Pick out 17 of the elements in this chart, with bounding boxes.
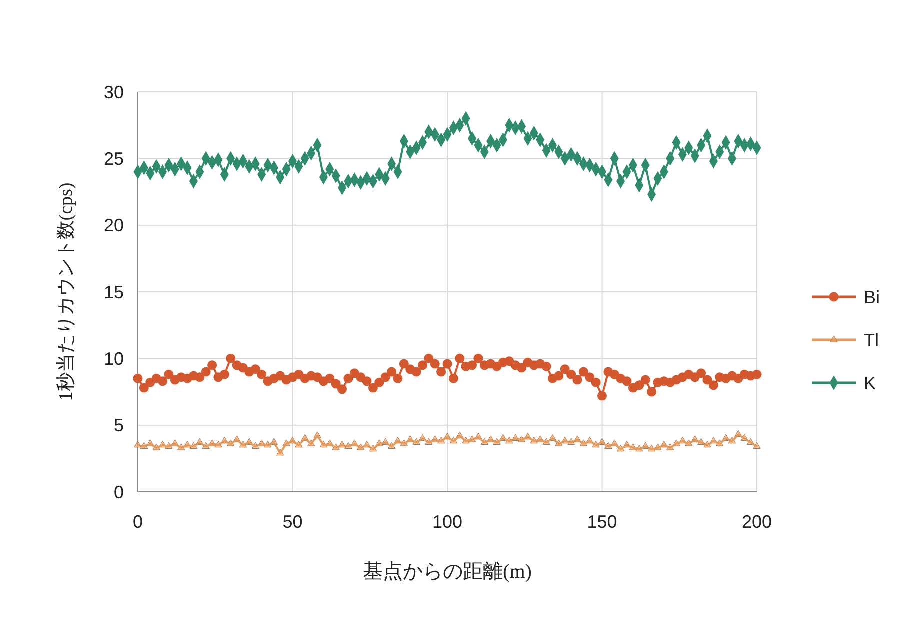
- x-tick-label: 200: [742, 512, 772, 532]
- x-tick-label: 0: [132, 512, 144, 532]
- y-tick-label: 20: [104, 216, 124, 236]
- y-tick-label: 30: [104, 82, 124, 102]
- y-tick-label: 15: [104, 282, 124, 302]
- y-tick-label: 0: [114, 482, 124, 502]
- x-tick-label: 150: [587, 512, 618, 532]
- legend-label: Bi: [864, 287, 880, 308]
- y-tick-label: 5: [114, 416, 124, 436]
- x-axis-title: 基点からの距離(m): [363, 561, 532, 583]
- y-axis-title: 1秒当たりカウント数(cps): [56, 182, 77, 402]
- y-tick-label: 25: [104, 148, 124, 169]
- legend-label: K: [864, 373, 876, 394]
- x-tick-label: 100: [432, 512, 463, 532]
- y-tick-label: 10: [104, 348, 124, 369]
- legend-label: Tl: [864, 330, 879, 350]
- x-tick-label: 50: [282, 512, 303, 532]
